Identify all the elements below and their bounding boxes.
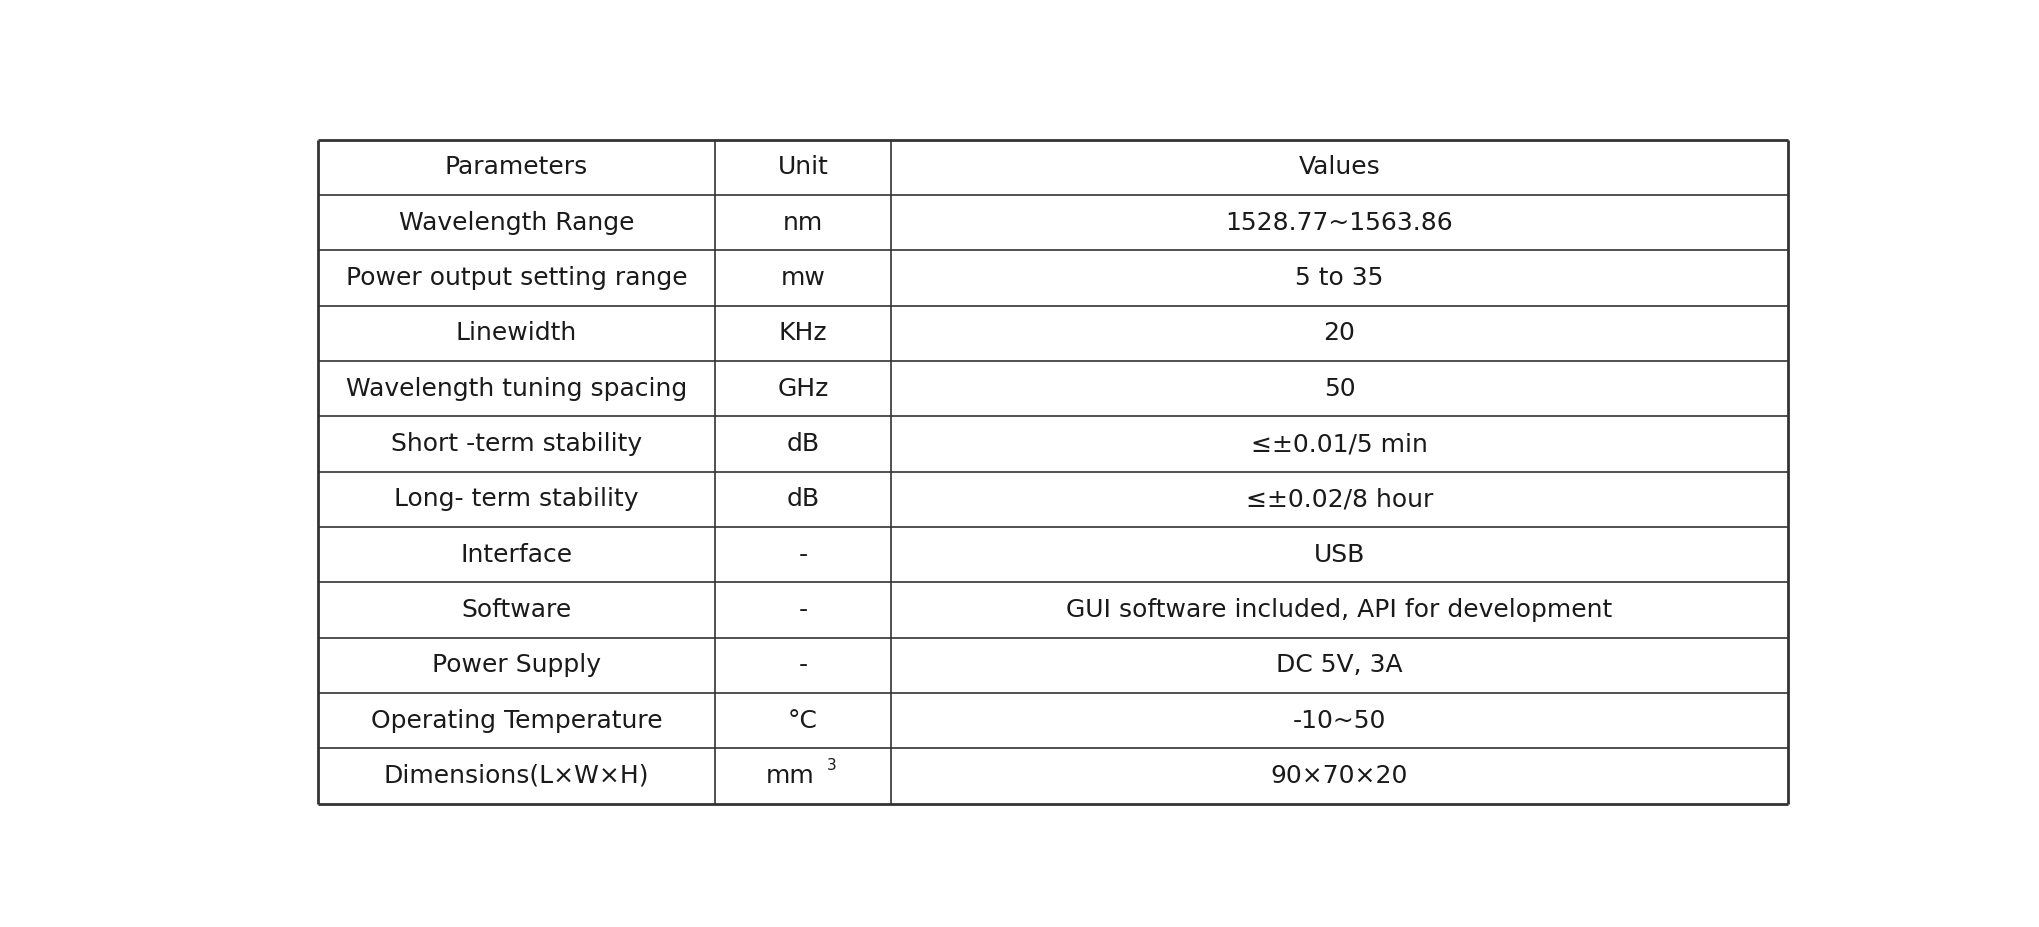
- Text: GUI software included, API for development: GUI software included, API for developme…: [1066, 598, 1613, 622]
- Text: Power output setting range: Power output setting range: [347, 266, 687, 290]
- Text: KHz: KHz: [779, 322, 828, 346]
- Text: 5 to 35: 5 to 35: [1295, 266, 1384, 290]
- Text: DC 5V, 3A: DC 5V, 3A: [1276, 654, 1403, 678]
- Text: Wavelength Range: Wavelength Range: [400, 210, 634, 235]
- Text: mm: mm: [767, 764, 816, 788]
- Text: -: -: [799, 654, 807, 678]
- Text: Linewidth: Linewidth: [457, 322, 577, 346]
- Text: USB: USB: [1313, 542, 1366, 566]
- Text: 3: 3: [826, 758, 836, 773]
- Text: Values: Values: [1299, 156, 1380, 180]
- Text: °C: °C: [789, 708, 818, 732]
- Text: GHz: GHz: [777, 376, 828, 400]
- Text: ≤±0.02/8 hour: ≤±0.02/8 hour: [1246, 488, 1433, 512]
- Text: -: -: [799, 542, 807, 566]
- Text: -10~50: -10~50: [1293, 708, 1387, 732]
- Text: Wavelength tuning spacing: Wavelength tuning spacing: [347, 376, 687, 400]
- Text: Short -term stability: Short -term stability: [391, 432, 642, 456]
- Text: mw: mw: [781, 266, 826, 290]
- Text: 1528.77~1563.86: 1528.77~1563.86: [1225, 210, 1454, 235]
- Text: Power Supply: Power Supply: [432, 654, 602, 678]
- Text: nm: nm: [783, 210, 824, 235]
- Text: dB: dB: [787, 488, 820, 512]
- Text: -: -: [799, 598, 807, 622]
- Text: 50: 50: [1323, 376, 1356, 400]
- Text: dB: dB: [787, 432, 820, 456]
- Text: Parameters: Parameters: [445, 156, 587, 180]
- Text: Interface: Interface: [461, 542, 573, 566]
- Text: Unit: Unit: [777, 156, 828, 180]
- Text: Operating Temperature: Operating Temperature: [371, 708, 663, 732]
- Text: Dimensions(L×W×H): Dimensions(L×W×H): [383, 764, 648, 788]
- Text: 20: 20: [1323, 322, 1356, 346]
- Text: Software: Software: [461, 598, 571, 622]
- Text: Long- term stability: Long- term stability: [394, 488, 638, 512]
- Text: 90×70×20: 90×70×20: [1270, 764, 1409, 788]
- Text: ≤±0.01/5 min: ≤±0.01/5 min: [1252, 432, 1427, 456]
